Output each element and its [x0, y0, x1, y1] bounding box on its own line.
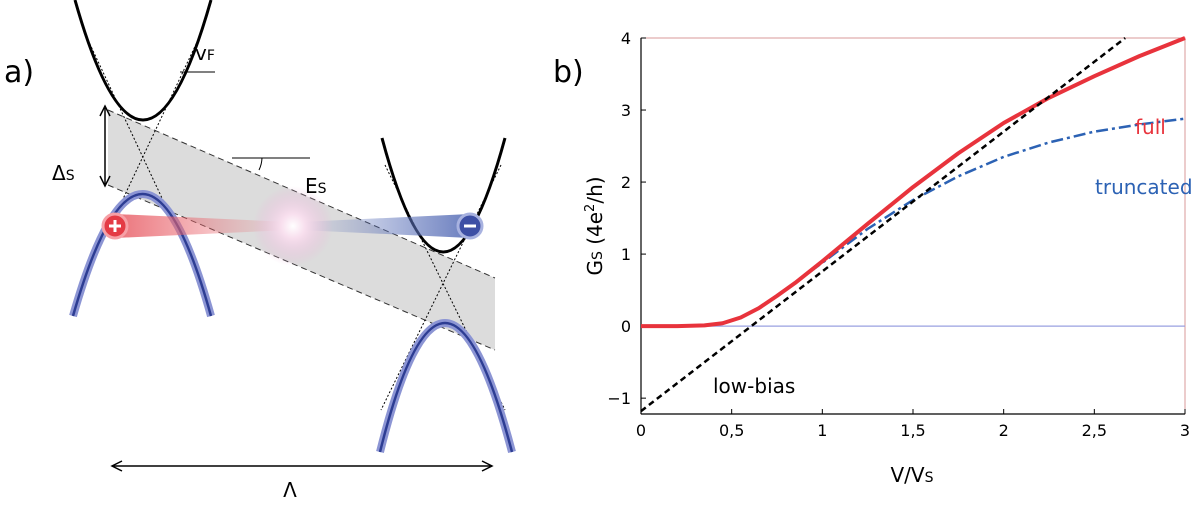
vf-label: vF: [195, 41, 215, 65]
y-tick-label: 3: [621, 101, 631, 120]
symbol: Δ: [52, 161, 66, 185]
series-line: [641, 36, 1186, 329]
series-label: truncated: [1095, 175, 1193, 199]
label-main: G: [583, 260, 607, 276]
x-tick-label: 2,5: [1082, 421, 1107, 440]
es-label: ES: [305, 174, 327, 198]
x-tick-label: 1,5: [900, 421, 925, 440]
valence-band: [378, 321, 514, 453]
arrow-head: [110, 460, 494, 472]
x-tick-label: 3: [1180, 421, 1190, 440]
label-part: /h): [583, 176, 607, 203]
arrow-head: [99, 104, 111, 188]
conduction-band: [380, 137, 507, 254]
lambda-label: Λ: [283, 478, 297, 501]
series-label: low-bias: [713, 374, 795, 398]
symbol: E: [305, 174, 318, 198]
y-tick-label: 4: [621, 29, 631, 48]
y-tick-label: −1: [607, 389, 631, 408]
recombination-flash: [253, 186, 333, 266]
plus-sign: [109, 220, 121, 232]
y-tick-label: 0: [621, 317, 631, 336]
superscript: 2: [583, 204, 598, 212]
series-line: [641, 117, 1186, 328]
label-main: V/V: [891, 463, 925, 487]
series-line: [640, 37, 1126, 413]
y-tick-label: 2: [621, 173, 631, 192]
x-tick-label: 0,5: [719, 421, 744, 440]
conduction-band: [73, 0, 213, 122]
angle-arc: [258, 157, 263, 171]
panel-label: a): [4, 55, 34, 90]
x-tick-label: 2: [999, 421, 1009, 440]
x-tick-label: 1: [817, 421, 827, 440]
subscript: S: [590, 251, 606, 260]
series-label: full: [1135, 115, 1166, 139]
diagram: a) ΔS ES vF Λ: [4, 0, 516, 502]
subscript: S: [925, 470, 934, 486]
x-axis-label: V/VS: [891, 463, 934, 487]
beam: [115, 214, 290, 238]
subscript: S: [66, 168, 75, 184]
label-part: (4e: [583, 212, 607, 251]
x-tick-label: 0: [636, 421, 646, 440]
delta-label: ΔS: [52, 161, 75, 185]
valence-band: [71, 192, 213, 317]
y-axis-label: GS (4e2/h): [583, 176, 607, 275]
subscript: F: [207, 48, 215, 64]
symbol: v: [195, 41, 207, 65]
plot-frame: [640, 37, 1186, 415]
subscript: S: [318, 181, 327, 197]
beam: [300, 214, 470, 238]
y-tick-label: 1: [621, 245, 631, 264]
panel-label: b): [553, 55, 584, 90]
